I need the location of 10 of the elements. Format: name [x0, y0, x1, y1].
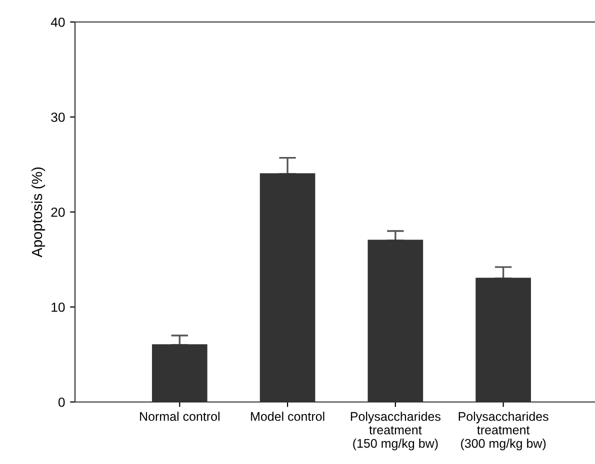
x-tick-label: Normal control — [140, 412, 220, 421]
x-tick-label: Polysaccharides treatment (150 mg/kg bw) — [350, 412, 440, 450]
x-tick-label: Model control — [251, 412, 324, 421]
y-axis-title: Apoptosis (%) — [31, 168, 46, 258]
y-tick-label: 10 — [52, 302, 65, 312]
y-tick-label: 40 — [50, 18, 65, 27]
y-tick-label: 30 — [51, 112, 65, 122]
x-tick-label: Polysaccharides treatment (300 mg/kg bw) — [458, 412, 548, 450]
y-tick-label: 20 — [51, 208, 65, 217]
y-tick-label: 0 — [58, 398, 65, 407]
